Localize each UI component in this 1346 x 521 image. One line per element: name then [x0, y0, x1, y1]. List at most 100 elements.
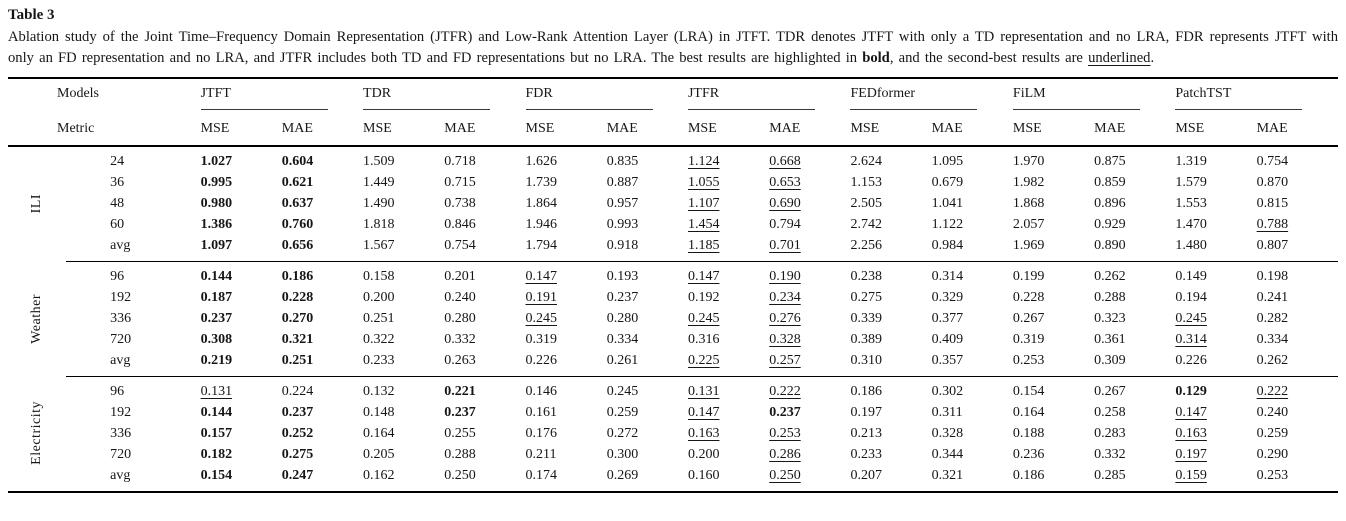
- models-header: Models: [57, 86, 99, 101]
- horizon-cell: 48: [110, 196, 125, 211]
- value-cell: 0.174: [525, 468, 558, 483]
- dataset-label: ILI: [29, 194, 45, 214]
- value-cell: 0.250: [769, 468, 801, 483]
- value-cell: 0.222: [1256, 384, 1289, 399]
- metric-header-mse: MSE: [687, 116, 770, 147]
- value-cell: 0.234: [769, 290, 801, 305]
- value-cell: 1.107: [687, 196, 720, 211]
- value-cell: 1.579: [1175, 175, 1207, 190]
- horizon-cell: 336: [110, 311, 132, 326]
- value-cell: 0.200: [363, 290, 395, 305]
- metric-header-mae: MAE: [769, 116, 851, 147]
- value-cell: 0.194: [1175, 290, 1207, 305]
- value-cell: 1.970: [1012, 154, 1045, 169]
- horizon-cell: 720: [110, 447, 132, 462]
- metric-header-mse: MSE: [200, 116, 282, 147]
- value-cell: 1.946: [525, 217, 558, 232]
- value-cell: 0.253: [1256, 468, 1289, 483]
- value-cell: 0.267: [1094, 384, 1126, 399]
- value-cell: 0.322: [363, 332, 395, 347]
- value-cell: 0.637: [281, 196, 314, 211]
- value-cell: 2.505: [850, 196, 882, 211]
- value-cell: 0.207: [850, 468, 882, 483]
- value-cell: 0.161: [525, 405, 558, 420]
- value-cell: 0.186: [850, 384, 882, 399]
- horizon-cell: 36: [110, 175, 125, 190]
- value-cell: 1.794: [525, 235, 607, 262]
- caption-bold-word: bold: [862, 50, 890, 66]
- table-row: 336 0.157 0.252 0.164 0.255 0.176 0.272 0.163 0.…: [8, 423, 1338, 444]
- value-cell: 0.228: [281, 290, 314, 305]
- caption-body: Ablation study of the Joint Time–Frequen…: [8, 29, 1338, 66]
- value-cell: 0.197: [1175, 447, 1207, 462]
- metric-header-mae: MAE: [1094, 116, 1176, 147]
- value-cell: 0.288: [444, 447, 476, 462]
- value-cell: 0.187: [200, 290, 233, 305]
- value-cell: 0.846: [444, 217, 476, 232]
- value-cell: 1.490: [363, 196, 395, 211]
- value-cell: 0.285: [1094, 468, 1126, 483]
- value-cell: 0.918: [606, 235, 688, 262]
- value-cell: 0.328: [931, 426, 964, 441]
- value-cell: 0.222: [769, 384, 801, 399]
- value-cell: 0.190: [769, 269, 801, 284]
- value-cell: 0.129: [1175, 384, 1207, 399]
- value-cell: 0.815: [1256, 196, 1289, 211]
- value-cell: 0.300: [606, 447, 639, 462]
- value-cell: 0.309: [1094, 350, 1176, 377]
- value-cell: 0.980: [200, 196, 233, 211]
- value-cell: 2.057: [1012, 217, 1045, 232]
- value-cell: 0.147: [525, 269, 558, 284]
- value-cell: 0.226: [1175, 350, 1257, 377]
- metric-header-mae: MAE: [444, 116, 526, 147]
- value-cell: 0.280: [606, 311, 639, 326]
- dataset-label: Electricity: [29, 401, 45, 466]
- value-cell: 1.454: [687, 217, 720, 232]
- value-cell: 0.794: [769, 217, 801, 232]
- horizon-cell: 336: [110, 426, 132, 441]
- table-row: 36 0.995 0.621 1.449 0.715 1.739 0.887 1.055 0.6…: [8, 172, 1338, 193]
- value-cell: 0.754: [444, 235, 526, 262]
- value-cell: 0.237: [606, 290, 639, 305]
- value-cell: 0.148: [363, 405, 395, 420]
- value-cell: 1.626: [525, 154, 558, 169]
- value-cell: 0.859: [1094, 175, 1126, 190]
- table-row: 720 0.182 0.275 0.205 0.288 0.211 0.300 0.200 0.…: [8, 444, 1338, 465]
- value-cell: 0.957: [606, 196, 639, 211]
- value-cell: 0.344: [931, 447, 964, 462]
- value-cell: 0.201: [444, 269, 476, 284]
- model-group-header: FiLM: [1012, 78, 1175, 116]
- table-row: 336 0.237 0.270 0.251 0.280 0.245 0.280 0.245 0.…: [8, 308, 1338, 329]
- value-cell: 1.122: [931, 217, 964, 232]
- value-cell: 0.718: [444, 154, 476, 169]
- value-cell: 0.233: [363, 350, 445, 377]
- value-cell: 1.470: [1175, 217, 1207, 232]
- value-cell: 0.186: [1012, 468, 1045, 483]
- value-cell: 0.221: [444, 384, 476, 399]
- value-cell: 0.157: [200, 426, 233, 441]
- value-cell: 0.276: [769, 311, 801, 326]
- value-cell: 0.252: [281, 426, 314, 441]
- value-cell: 0.245: [1175, 311, 1207, 326]
- value-cell: 0.219: [200, 350, 282, 377]
- value-cell: 0.163: [1175, 426, 1207, 441]
- value-cell: 0.211: [525, 447, 557, 462]
- value-cell: 0.164: [363, 426, 395, 441]
- value-cell: 0.154: [200, 468, 233, 483]
- value-cell: 0.275: [850, 290, 882, 305]
- value-cell: 0.228: [1012, 290, 1045, 305]
- value-cell: 0.334: [606, 332, 639, 347]
- model-group-header: FDR: [525, 78, 688, 116]
- value-cell: 0.245: [606, 384, 639, 399]
- horizon-cell: avg: [66, 235, 201, 262]
- horizon-cell: avg: [66, 350, 201, 377]
- value-cell: 0.144: [200, 269, 233, 284]
- table-row: 60 1.386 0.760 1.818 0.846 1.946 0.993 1.454 0.7…: [8, 214, 1338, 235]
- table-label: Table 3: [8, 7, 55, 23]
- value-cell: 0.237: [769, 405, 801, 420]
- value-cell: 0.760: [281, 217, 314, 232]
- horizon-cell: 720: [110, 332, 132, 347]
- value-cell: 2.256: [850, 235, 932, 262]
- table-caption: Ablation study of the Joint Time–Frequen…: [8, 27, 1338, 69]
- models-header-row: Models JTFT TDR FDR JTFR FEDformer FiLM PatchT…: [8, 78, 1338, 116]
